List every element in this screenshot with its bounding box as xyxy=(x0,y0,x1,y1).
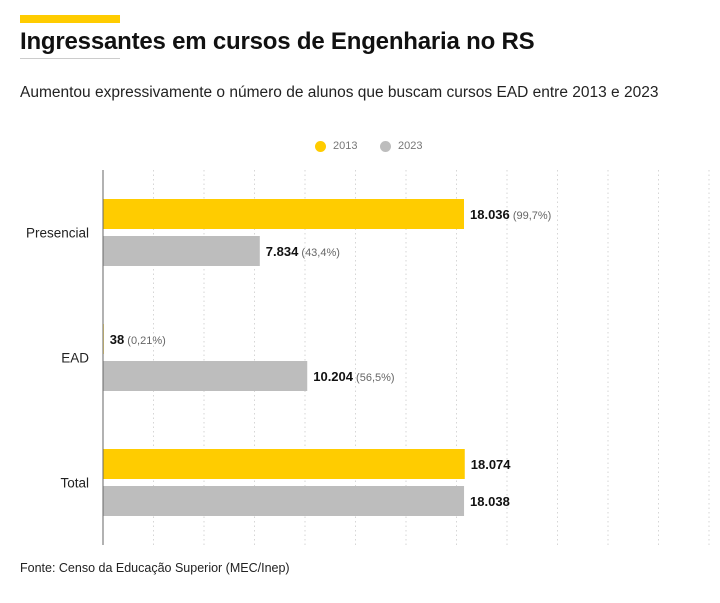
bar-total-2013 xyxy=(103,449,465,479)
title-underline xyxy=(20,58,120,59)
legend-swatch-2023 xyxy=(380,140,391,152)
legend-item-2023: 2023 xyxy=(380,140,422,152)
value-label-ead-2013: 38 (0,21%) xyxy=(110,332,166,347)
chart-subtitle: Aumentou expressivamente o número de alu… xyxy=(20,84,659,101)
bar-total-2023 xyxy=(103,486,465,516)
bar-ead-2023 xyxy=(103,361,308,391)
title-accent-bar xyxy=(20,15,120,23)
value-label-total-2013: 18.074 xyxy=(471,457,512,472)
value-label-presencial-2013: 18.036 (99,7%) xyxy=(470,207,551,222)
legend-item-2013: 2013 xyxy=(315,140,357,152)
category-label-presencial: Presencial xyxy=(26,226,89,241)
bar-presencial-2023 xyxy=(103,236,260,266)
value-label-ead-2023: 10.204 (56,5%) xyxy=(313,369,394,384)
legend-swatch-2013 xyxy=(315,140,326,152)
category-label-ead: EAD xyxy=(61,351,89,366)
legend-label-2023: 2023 xyxy=(398,140,423,152)
bar-presencial-2013 xyxy=(103,199,464,229)
chart-title: Ingressantes em cursos de Engenharia no … xyxy=(20,28,535,55)
value-label-presencial-2023: 7.834 (43,4%) xyxy=(266,244,340,259)
legend-label-2013: 2013 xyxy=(333,140,358,152)
value-label-total-2023: 18.038 xyxy=(470,494,510,509)
source-note: Fonte: Censo da Educação Superior (MEC/I… xyxy=(20,561,290,575)
category-label-total: Total xyxy=(60,476,89,491)
